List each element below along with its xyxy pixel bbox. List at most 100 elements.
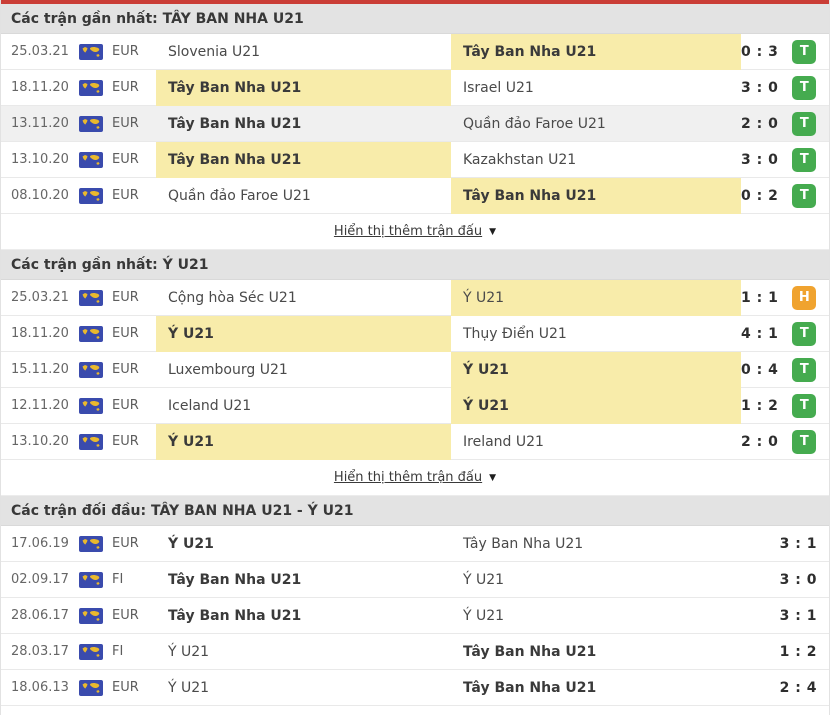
match-score: 4 : 1: [741, 325, 779, 342]
away-team-cell: Tây Ban Nha U21: [451, 177, 741, 214]
world-flag-icon: [79, 43, 103, 60]
caret-down-icon: ▼: [489, 472, 497, 483]
match-date: 15.11.20: [11, 362, 69, 377]
match-date: 13.11.20: [11, 116, 69, 131]
match-score: 0 : 2: [741, 187, 779, 204]
match-score: 1 : 2: [741, 397, 779, 414]
result-badge: T: [792, 183, 817, 208]
league-code: EUR: [112, 80, 139, 95]
league-code: EUR: [112, 536, 139, 551]
home-team-cell: Cộng hòa Séc U21: [168, 289, 297, 306]
match-row[interactable]: 28.06.17 EUR Tây Ban Nha U21 Ý U21 3 : 1: [1, 598, 829, 634]
result-badge: T: [792, 429, 817, 454]
league-code: EUR: [112, 116, 139, 131]
world-flag-icon: [79, 187, 103, 204]
match-row[interactable]: 17.06.19 EUR Ý U21 Tây Ban Nha U21 3 : 1: [1, 526, 829, 562]
section-header: Các trận đối đầu: TÂY BAN NHA U21 - Ý U2…: [1, 496, 829, 526]
section-rows: 17.06.19 EUR Ý U21 Tây Ban Nha U21 3 : 1…: [1, 526, 829, 706]
world-flag-icon: [79, 325, 103, 342]
league-code: FI: [112, 572, 124, 587]
result-badge: T: [792, 321, 817, 346]
home-team-cell: Luxembourg U21: [168, 361, 288, 378]
match-date: 18.06.13: [11, 680, 69, 695]
world-flag-icon: [79, 151, 103, 168]
home-team-cell: Iceland U21: [168, 397, 252, 414]
match-section: Các trận gần nhất: TÂY BAN NHA U21 25.03…: [1, 4, 829, 250]
world-flag-icon: [79, 115, 103, 132]
match-date: 12.11.20: [11, 398, 69, 413]
home-team-cell: Quần đảo Faroe U21: [168, 187, 311, 204]
section-title: Các trận gần nhất: TÂY BAN NHA U21: [11, 11, 304, 27]
world-flag-icon: [79, 571, 103, 588]
match-row[interactable]: 18.06.13 EUR Ý U21 Tây Ban Nha U21 2 : 4: [1, 670, 829, 706]
match-row[interactable]: 02.09.17 FI Tây Ban Nha U21 Ý U21 3 : 0: [1, 562, 829, 598]
home-team-cell: Ý U21: [156, 423, 451, 460]
home-team-cell: Ý U21: [156, 315, 451, 352]
show-more-link[interactable]: Hiển thị thêm trận đấu: [333, 224, 483, 239]
away-team-cell: Ý U21: [451, 387, 741, 424]
match-row[interactable]: 18.11.20 EUR Tây Ban Nha U21 Israel U21 …: [1, 69, 829, 106]
match-date: 25.03.21: [11, 44, 69, 59]
home-team-cell: Tây Ban Nha U21: [156, 141, 451, 178]
league-code: EUR: [112, 152, 139, 167]
match-date: 08.10.20: [11, 188, 69, 203]
match-row[interactable]: 13.10.20 EUR Tây Ban Nha U21 Kazakhstan …: [1, 141, 829, 178]
match-score: 3 : 1: [779, 607, 817, 624]
section-header: Các trận gần nhất: TÂY BAN NHA U21: [1, 4, 829, 34]
section-rows: 25.03.21 EUR Cộng hòa Séc U21 Ý U21 1 : …: [1, 279, 829, 460]
section-rows: 25.03.21 EUR Slovenia U21 Tây Ban Nha U2…: [1, 33, 829, 214]
away-team-cell: Ý U21: [463, 571, 505, 588]
match-row[interactable]: 25.03.21 EUR Cộng hòa Séc U21 Ý U21 1 : …: [1, 279, 829, 316]
match-date: 13.10.20: [11, 152, 69, 167]
section-header: Các trận gần nhất: Ý U21: [1, 250, 829, 280]
away-team-cell: Quần đảo Faroe U21: [463, 115, 606, 132]
league-code: EUR: [112, 326, 139, 341]
league-code: EUR: [112, 434, 139, 449]
away-team-cell: Tây Ban Nha U21: [451, 33, 741, 70]
match-row[interactable]: 12.11.20 EUR Iceland U21 Ý U21 1 : 2 T: [1, 387, 829, 424]
match-section: Các trận đối đầu: TÂY BAN NHA U21 - Ý U2…: [1, 496, 829, 706]
match-row[interactable]: 15.11.20 EUR Luxembourg U21 Ý U21 0 : 4 …: [1, 351, 829, 388]
show-more-link[interactable]: Hiển thị thêm trận đấu: [333, 470, 483, 485]
result-badge: T: [792, 111, 817, 136]
match-date: 18.11.20: [11, 80, 69, 95]
world-flag-icon: [79, 397, 103, 414]
result-badge: T: [792, 357, 817, 382]
match-score: 1 : 2: [779, 643, 817, 660]
home-team-cell: Ý U21: [168, 643, 210, 660]
show-more-row: Hiển thị thêm trận đấu ▼: [1, 460, 829, 496]
match-date: 13.10.20: [11, 434, 69, 449]
match-score: 2 : 0: [741, 115, 779, 132]
league-code: EUR: [112, 188, 139, 203]
result-badge: T: [792, 147, 817, 172]
result-badge: T: [792, 39, 817, 64]
sections-root: Các trận gần nhất: TÂY BAN NHA U21 25.03…: [1, 4, 829, 706]
away-team-cell: Tây Ban Nha U21: [463, 643, 597, 660]
home-team-cell: Tây Ban Nha U21: [156, 69, 451, 106]
match-score: 0 : 3: [741, 43, 779, 60]
match-date: 02.09.17: [11, 572, 69, 587]
away-team-cell: Ý U21: [463, 607, 505, 624]
away-team-cell: Kazakhstan U21: [463, 151, 577, 168]
match-row[interactable]: 25.03.21 EUR Slovenia U21 Tây Ban Nha U2…: [1, 33, 829, 70]
away-team-cell: Tây Ban Nha U21: [463, 679, 597, 696]
match-date: 17.06.19: [11, 536, 69, 551]
match-section: Các trận gần nhất: Ý U21 25.03.21 EUR Cộ…: [1, 250, 829, 496]
match-score: 1 : 1: [741, 289, 779, 306]
section-title: Các trận đối đầu: TÂY BAN NHA U21 - Ý U2…: [11, 503, 354, 519]
home-team-cell: Slovenia U21: [168, 43, 261, 60]
away-team-cell: Ý U21: [451, 279, 741, 316]
result-badge: H: [792, 285, 817, 310]
world-flag-icon: [79, 289, 103, 306]
match-row[interactable]: 18.11.20 EUR Ý U21 Thụy Điển U21 4 : 1 T: [1, 315, 829, 352]
section-title: Các trận gần nhất: Ý U21: [11, 257, 209, 273]
match-row[interactable]: 08.10.20 EUR Quần đảo Faroe U21 Tây Ban …: [1, 177, 829, 214]
away-team-cell: Tây Ban Nha U21: [463, 535, 584, 552]
home-team-cell: Tây Ban Nha U21: [168, 571, 302, 588]
match-row[interactable]: 28.03.17 FI Ý U21 Tây Ban Nha U21 1 : 2: [1, 634, 829, 670]
match-row[interactable]: 13.10.20 EUR Ý U21 Ireland U21 2 : 0 T: [1, 423, 829, 460]
away-team-cell: Ý U21: [451, 351, 741, 388]
match-row[interactable]: 13.11.20 EUR Tây Ban Nha U21 Quần đảo Fa…: [1, 106, 829, 142]
league-code: EUR: [112, 362, 139, 377]
